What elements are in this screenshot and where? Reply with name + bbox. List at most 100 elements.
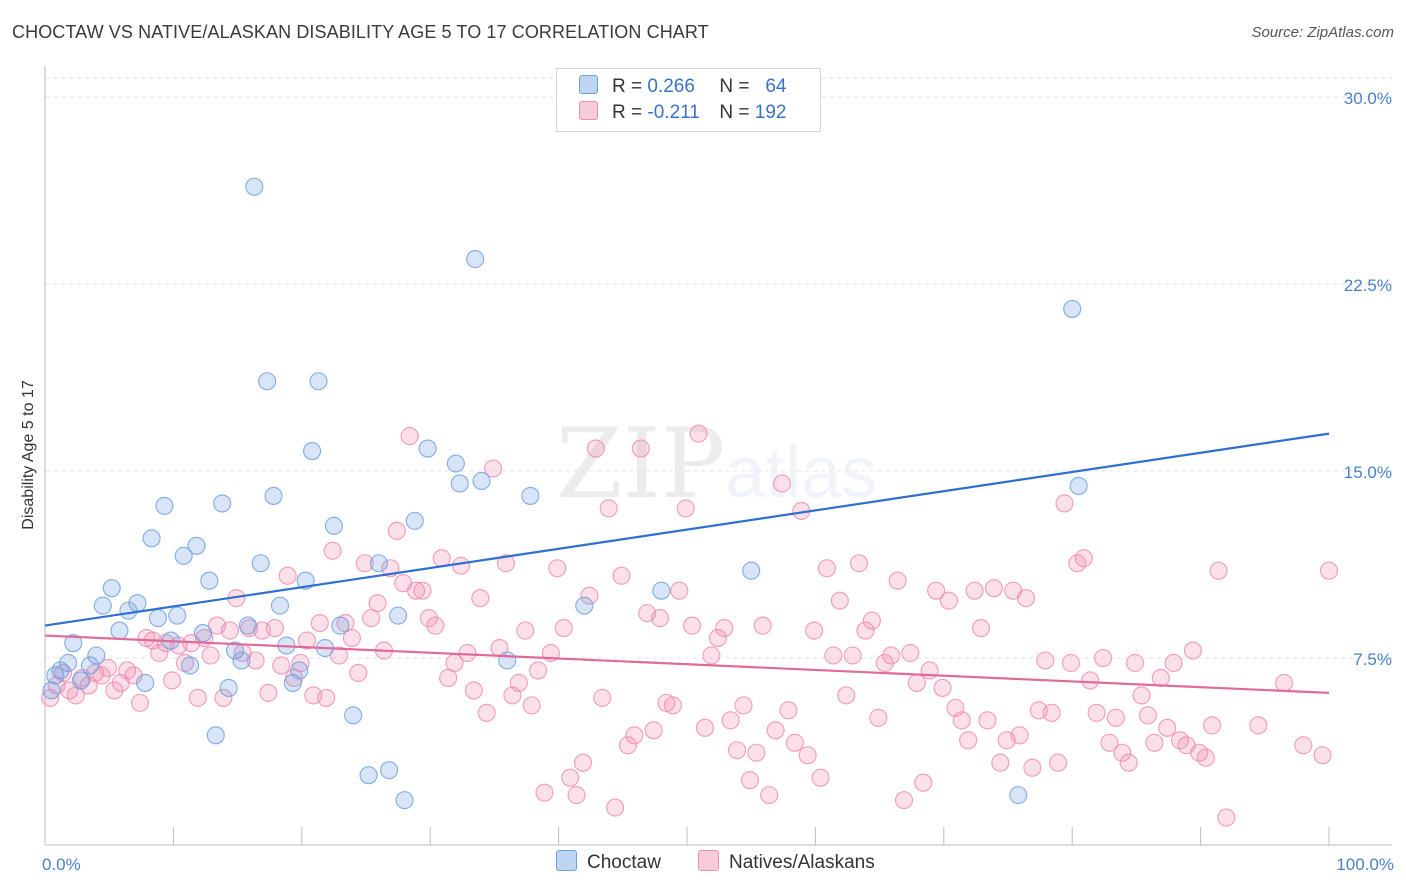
choctaw-point [59, 653, 78, 673]
natives-point [1196, 748, 1215, 767]
choctaw-point [71, 671, 91, 690]
natives-point [888, 571, 907, 590]
natives-point [368, 594, 387, 613]
choctaw-point [200, 571, 219, 590]
natives-point [670, 581, 689, 600]
natives-point [342, 629, 361, 648]
natives-point [862, 611, 881, 630]
natives-point [663, 696, 682, 715]
choctaw-point [187, 536, 206, 555]
natives-point [509, 673, 528, 692]
natives-point [349, 663, 368, 683]
x-tick-label: 0.0% [42, 855, 81, 874]
choctaw-point [148, 609, 168, 628]
natives-point [939, 591, 958, 610]
choctaw-point [331, 616, 350, 635]
natives-point [811, 768, 830, 787]
choctaw-point [418, 439, 437, 458]
natives-point [413, 581, 432, 600]
natives-point [1313, 746, 1332, 765]
natives-point [1049, 753, 1068, 772]
natives-point [1036, 651, 1055, 670]
natives-point [554, 619, 573, 638]
natives-point [1145, 733, 1164, 752]
choctaw-point [225, 641, 245, 660]
natives-point [105, 681, 124, 700]
choctaw-point [380, 761, 399, 780]
natives-point [721, 711, 740, 730]
natives-point [695, 718, 715, 737]
natives-point [272, 656, 291, 675]
choctaw-point [290, 661, 309, 680]
natives-point [329, 646, 349, 665]
choctaw-point [64, 633, 83, 653]
series-legend-label: Choctaw [587, 852, 661, 873]
natives-point [631, 439, 650, 458]
choctaw-point [1009, 786, 1028, 805]
natives-point [1217, 808, 1236, 827]
natives-point [927, 581, 946, 600]
natives-point [869, 708, 888, 727]
choctaw-point [521, 486, 540, 505]
natives-point [259, 683, 278, 702]
natives-point [1164, 653, 1183, 673]
natives-point [278, 566, 297, 585]
y-tick-label: 7.5% [1353, 650, 1392, 669]
natives-point [1294, 736, 1313, 755]
natives-point [439, 668, 458, 687]
choctaw-point [742, 561, 761, 580]
choctaw-trend-line [44, 432, 1330, 627]
natives-point [1249, 716, 1268, 735]
natives-point [882, 646, 901, 665]
choctaw-point [232, 651, 251, 670]
legend-r-value: 0.266 [647, 76, 695, 97]
axis-labels: 7.5% 15.0% 22.5% 30.0% 0.0% 100.0% Disability … [20, 89, 1394, 874]
y-axis-title: Disability Age 5 to 17 [20, 380, 37, 530]
natives-point [407, 581, 426, 600]
choctaw-point [344, 706, 363, 725]
natives-point [310, 614, 329, 633]
legend-r-value: -0.211 [647, 102, 700, 123]
choctaw-point [389, 606, 408, 625]
natives-point [593, 688, 612, 707]
natives-point [464, 681, 483, 700]
choctaw-point [251, 554, 270, 573]
natives-point [567, 786, 586, 805]
choctaw-point [136, 673, 155, 692]
natives-point [220, 621, 239, 640]
natives-point [856, 621, 875, 640]
natives-point [644, 721, 663, 740]
choctaw-point [51, 661, 70, 680]
legend-n-value: 192 [754, 102, 787, 123]
series-legend-choctaw: Choctaw [556, 850, 661, 874]
natives-point [1055, 494, 1074, 513]
watermark: ZIPatlas [556, 408, 877, 520]
natives-point [419, 609, 438, 628]
natives-point [612, 566, 631, 585]
series-legend-label: Natives/Alaskans [729, 852, 875, 873]
natives-point [843, 646, 862, 665]
axes [44, 66, 1392, 846]
natives-point [965, 581, 984, 600]
natives-point [265, 619, 284, 638]
natives-point [362, 609, 381, 628]
natives-point [496, 554, 516, 573]
natives-point [92, 666, 111, 685]
natives-point [297, 631, 316, 650]
natives-point [625, 726, 644, 745]
natives-point [522, 696, 541, 715]
natives-point [323, 541, 342, 560]
choctaw-point [193, 624, 212, 643]
legend-n-label: N = [719, 76, 750, 97]
choctaw-point [80, 656, 99, 675]
choctaw-point [359, 766, 378, 785]
natives-point [959, 731, 978, 750]
natives-point [978, 711, 997, 730]
natives-point [618, 736, 637, 755]
natives-point [952, 711, 971, 730]
natives-point [984, 579, 1003, 598]
natives-point [1106, 708, 1125, 727]
natives-point [894, 791, 914, 810]
natives-point [1151, 668, 1170, 687]
choctaw-point [219, 678, 238, 697]
